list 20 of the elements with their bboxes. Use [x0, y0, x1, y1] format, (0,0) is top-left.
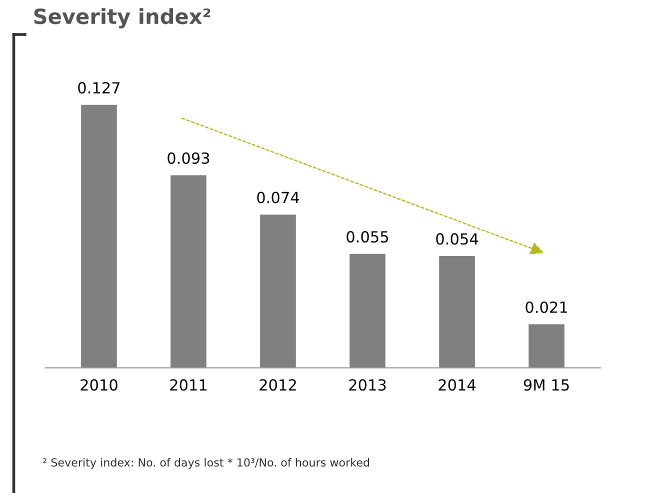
- bar: [439, 256, 475, 368]
- data-label: 0.093: [168, 152, 210, 164]
- bar: [350, 254, 386, 368]
- bar: [81, 104, 117, 368]
- bar: [528, 324, 564, 368]
- data-label: 0.074: [257, 192, 300, 204]
- data-label: 0.054: [436, 233, 478, 245]
- x-tick-label: 2013: [349, 379, 386, 391]
- x-tick-label: 9M 15: [524, 379, 569, 391]
- chart-title: Severity index²: [34, 8, 210, 28]
- data-label: 0.021: [526, 301, 567, 314]
- text: ² Severity index: No. of days lost * 10³/No. of hours worked: [43, 458, 370, 469]
- data-label: 0.127: [78, 82, 120, 94]
- x-tick-label: 2011: [170, 379, 207, 391]
- bar: [260, 214, 296, 368]
- x-tick-label: 2010: [80, 379, 118, 391]
- bar: [170, 175, 206, 368]
- data-label: 0.055: [346, 231, 388, 243]
- x-tick-label: 2012: [260, 379, 296, 391]
- x-tick-label: 2014: [438, 379, 476, 391]
